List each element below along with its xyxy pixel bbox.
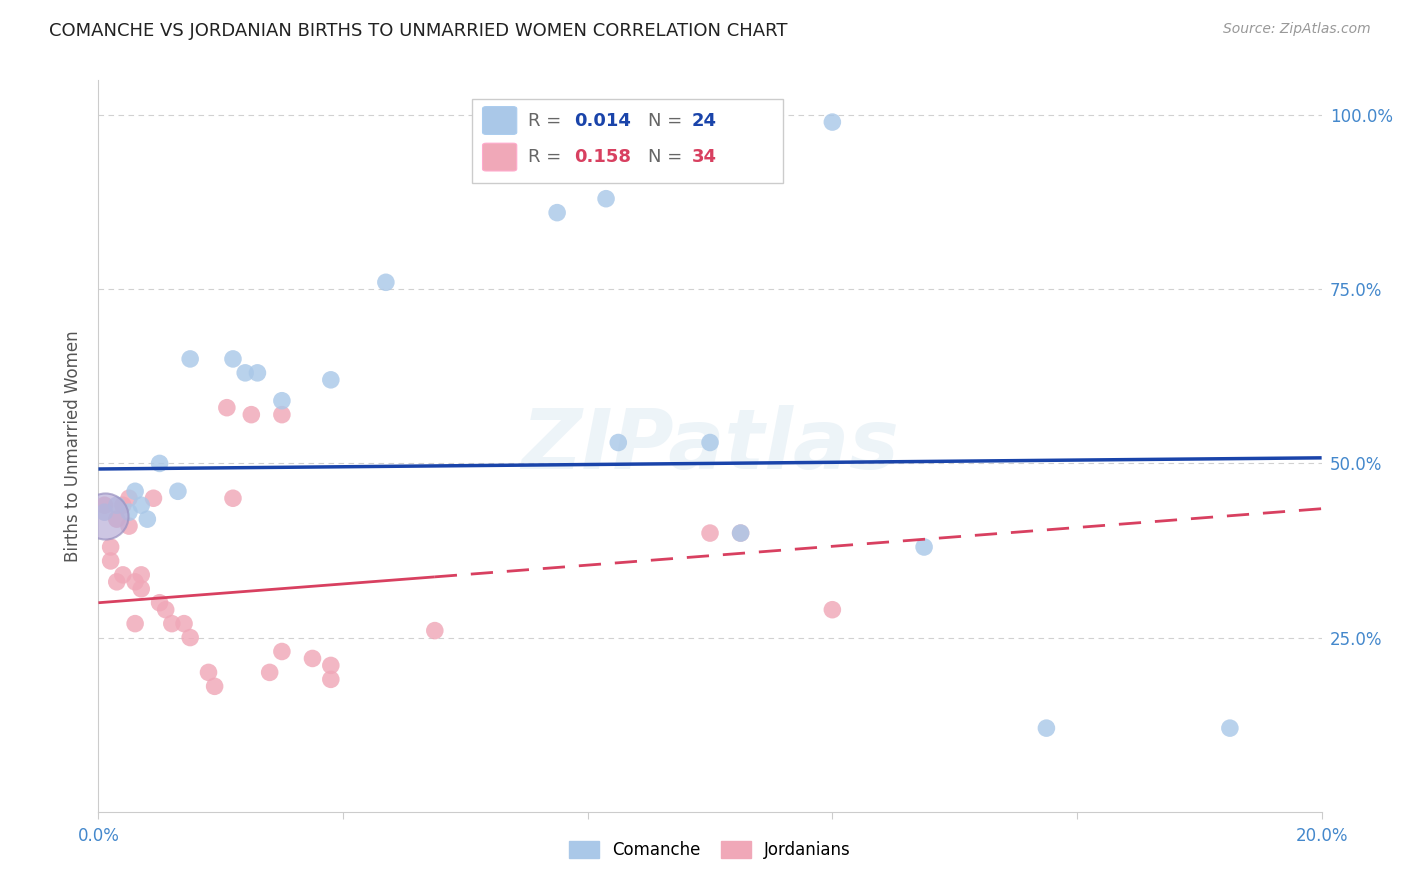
Point [595,192,617,206]
Point [179,631,201,645]
Point [374,275,396,289]
FancyBboxPatch shape [482,107,517,135]
Text: N =: N = [648,112,688,129]
Point [155,603,177,617]
Text: 0.158: 0.158 [574,148,631,166]
Text: 34: 34 [692,148,717,166]
Text: 24: 24 [692,112,717,129]
Point [319,373,342,387]
Text: N =: N = [648,148,688,166]
Point [1035,721,1057,735]
Point [149,457,172,471]
Point [136,512,159,526]
Point [222,491,245,506]
Y-axis label: Births to Unmarried Women: Births to Unmarried Women [63,330,82,562]
Point [259,665,281,680]
Point [105,574,128,589]
Point [160,616,183,631]
Point [699,435,721,450]
Point [233,366,256,380]
Point [607,435,630,450]
Point [699,526,721,541]
Point [912,540,935,554]
Text: R =: R = [527,148,567,166]
FancyBboxPatch shape [482,144,517,171]
Point [100,540,122,554]
Point [129,567,152,582]
Point [111,567,134,582]
Point [246,366,269,380]
Point [730,526,752,541]
Point [319,673,342,687]
Point [270,644,292,658]
Point [93,508,115,523]
Point [215,401,238,415]
Point [821,603,844,617]
Point [124,484,146,499]
Point [270,408,292,422]
Point [270,393,292,408]
Point [100,554,122,568]
Point [423,624,446,638]
Point [319,658,342,673]
Point [124,616,146,631]
Point [149,596,172,610]
Text: 0.014: 0.014 [574,112,631,129]
Point [197,665,219,680]
Text: Source: ZipAtlas.com: Source: ZipAtlas.com [1223,22,1371,37]
Text: ZIPatlas: ZIPatlas [522,406,898,486]
Point [105,512,128,526]
Point [179,351,201,366]
Point [821,115,844,129]
Text: R =: R = [527,112,567,129]
FancyBboxPatch shape [471,99,783,183]
Point [105,498,128,512]
Point [301,651,323,665]
Point [1219,721,1241,735]
Point [118,505,141,519]
Point [142,491,165,506]
Point [167,484,190,499]
Point [111,498,134,512]
Point [730,526,752,541]
Point [204,679,226,693]
Point [173,616,195,631]
Text: COMANCHE VS JORDANIAN BIRTHS TO UNMARRIED WOMEN CORRELATION CHART: COMANCHE VS JORDANIAN BIRTHS TO UNMARRIE… [49,22,787,40]
Point [129,582,152,596]
Point [118,519,141,533]
Point [118,491,141,506]
Point [93,505,115,519]
Point [124,574,146,589]
Point [546,205,568,219]
Point [222,351,245,366]
Point [240,408,263,422]
Point [129,498,152,512]
Legend: Comanche, Jordanians: Comanche, Jordanians [562,834,858,865]
Point [93,498,115,512]
